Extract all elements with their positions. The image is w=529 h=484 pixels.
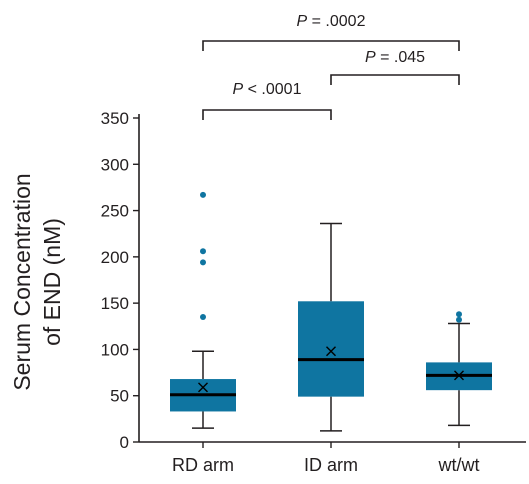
x-tick-label: RD arm <box>172 455 234 475</box>
y-tick-label: 150 <box>101 294 129 313</box>
bracket: P < .0001 <box>202 81 332 120</box>
p-symbol: P <box>297 13 308 30</box>
p-symbol: P <box>233 81 244 98</box>
iqr-box <box>298 301 364 397</box>
y-tick-label: 200 <box>101 248 129 267</box>
p-value-text: = .045 <box>376 49 425 66</box>
bracket-line <box>202 109 332 120</box>
y-axis-title-line-2: of END (nM) <box>39 218 65 346</box>
bracket: P = .045 <box>330 49 460 85</box>
bracket-line <box>202 40 460 51</box>
outlier-point <box>200 191 206 198</box>
y-tick-label: 350 <box>101 109 129 128</box>
mean-marker-stroke <box>454 370 464 381</box>
p-value-label: P = .045 <box>365 49 425 66</box>
box-group <box>298 222 364 432</box>
p-value-label: P < .0001 <box>233 81 302 98</box>
bracket-line <box>330 74 460 85</box>
outlier-point <box>456 316 462 323</box>
y-tick-label: 0 <box>120 433 129 452</box>
y-axis-title-line-1: Serum Concentration <box>9 173 35 390</box>
outlier-point <box>200 248 206 255</box>
x-tick-label: wt/wt <box>437 455 479 475</box>
y-tick-label: 250 <box>101 202 129 221</box>
x-tick-label: ID arm <box>304 455 358 475</box>
p-symbol: P <box>365 49 376 66</box>
p-value-text: < .0001 <box>243 81 301 98</box>
p-value-text: = .0002 <box>307 13 365 30</box>
mean-marker-stroke <box>326 346 336 357</box>
outlier-point <box>200 314 206 321</box>
outlier-point <box>456 311 462 318</box>
y-tick-label: 300 <box>101 155 129 174</box>
mean-marker-stroke <box>198 382 208 393</box>
y-axis-title: Serum Concentration of END (nM) <box>9 173 65 390</box>
y-tick-label: 100 <box>101 340 129 359</box>
outlier-point <box>200 259 206 266</box>
bracket: P = .0002 <box>202 13 460 51</box>
box-group <box>426 311 492 427</box>
boxes <box>170 191 492 432</box>
y-tick-label: 50 <box>110 387 129 406</box>
axes: 0 50 100 150 200 250 300 350 RD arm ID arm wt/wt <box>101 109 526 475</box>
p-value-label: P = .0002 <box>297 13 366 30</box>
box-group <box>170 191 236 429</box>
